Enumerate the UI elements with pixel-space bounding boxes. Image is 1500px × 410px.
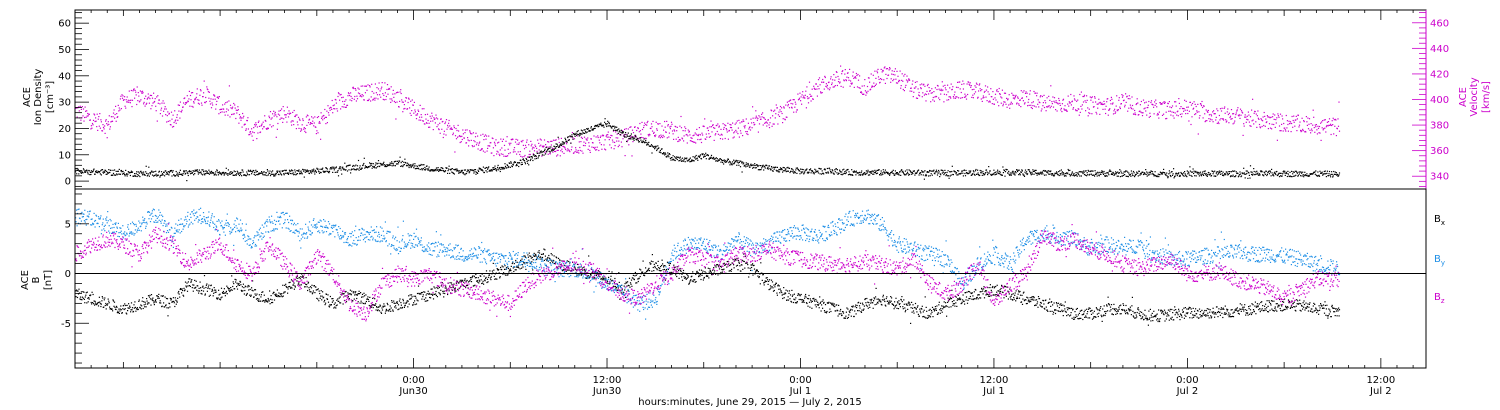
top-left-axis-title-line2: Ion Density: [33, 69, 44, 126]
x-tick-label-date: Jul 1: [789, 386, 812, 397]
bottom-left-axis-tick-label: 0: [65, 269, 71, 280]
legend-bz: Bz: [1434, 292, 1445, 305]
x-tick-label-time: 0:00: [402, 375, 424, 386]
top-right-axis-tick-label: 420: [1430, 69, 1449, 80]
top-left-axis-title: ACE Ion Density [cm⁻³]: [22, 69, 56, 126]
bottom-panel-frame: [74, 188, 1427, 369]
bottom-panel-legend: Bx By Bz: [1434, 214, 1445, 305]
top-right-axis-title-line3: [km/s]: [1481, 81, 1492, 113]
bottom-panel: -5 0 5 ACE B [nT] Bx By Bz: [20, 188, 1445, 369]
top-left-axis-tick-label: 30: [58, 98, 71, 109]
top-panel-data: [75, 65, 1341, 182]
top-right-axis-title-line2: Velocity: [1469, 77, 1480, 116]
x-tick-label-time: 0:00: [1176, 375, 1198, 386]
top-left-axis-tick-label: 10: [58, 150, 71, 161]
bottom-panel-axes: -5 0 5: [61, 188, 1427, 369]
top-right-axis-tick-label: 400: [1430, 95, 1449, 106]
bottom-left-axis-title-line2: B: [31, 276, 42, 283]
bottom-left-axis-tick-label: 5: [65, 219, 71, 230]
x-tick-label-date: Jun30: [592, 386, 621, 397]
bottom-left-axis-title: ACE B [nT]: [20, 270, 54, 290]
x-tick-label-date: Jul 2: [1369, 386, 1392, 397]
top-left-axis-tick-label: 20: [58, 124, 71, 135]
top-left-axis-tick-label: 50: [58, 45, 71, 56]
x-tick-label-time: 12:00: [593, 375, 622, 386]
top-right-axis-title: ACE Velocity [km/s]: [1458, 77, 1492, 116]
x-tick-label-date: Jun30: [398, 386, 427, 397]
x-tick-label-date: Jul 2: [1176, 386, 1199, 397]
top-left-axis-title-line3: [cm⁻³]: [45, 81, 56, 113]
top-series-velocity: [75, 65, 1341, 158]
top-left-axis-tick-label: 0: [65, 177, 71, 188]
legend-bx: Bx: [1434, 214, 1445, 227]
top-right-axis-tick-label: 380: [1430, 121, 1449, 132]
x-tick-label-time: 12:00: [1366, 375, 1395, 386]
top-right-axis-tick-label: 340: [1430, 172, 1449, 183]
x-axis-title: hours:minutes, June 29, 2015 — July 2, 2…: [638, 397, 862, 408]
top-left-axis-tick-label: 60: [58, 19, 71, 30]
top-right-axis-tick-label: 460: [1430, 18, 1449, 29]
x-tick-label-time: 12:00: [980, 375, 1009, 386]
x-tick-label-date: Jul 1: [982, 386, 1005, 397]
bottom-left-axis-title-line3: [nT]: [43, 270, 54, 290]
top-left-axis-tick-label: 40: [58, 71, 71, 82]
bottom-left-axis-tick-label: -5: [61, 319, 71, 330]
top-panel: 0 10 20 30 40 50 60 340 360 380 400 420 440 460 ACE I…: [22, 9, 1492, 190]
bottom-left-axis-title-line1: ACE: [20, 270, 31, 290]
top-series-density: [75, 118, 1341, 182]
top-right-axis-tick-label: 440: [1430, 44, 1449, 55]
top-left-axis-title-line1: ACE: [22, 87, 33, 107]
top-panel-axes: 0 10 20 30 40 50 60 340 360 380 400 420 440 460: [58, 9, 1449, 190]
bottom-series-by: [75, 207, 1341, 320]
bottom-panel-data: [75, 207, 1341, 326]
top-right-axis-tick-label: 360: [1430, 146, 1449, 157]
x-tick-label-time: 0:00: [789, 375, 811, 386]
legend-by: By: [1434, 254, 1445, 267]
bottom-series-bz: [75, 223, 1341, 322]
top-panel-frame: [74, 9, 1427, 190]
top-right-axis-title-line1: ACE: [1458, 87, 1469, 107]
